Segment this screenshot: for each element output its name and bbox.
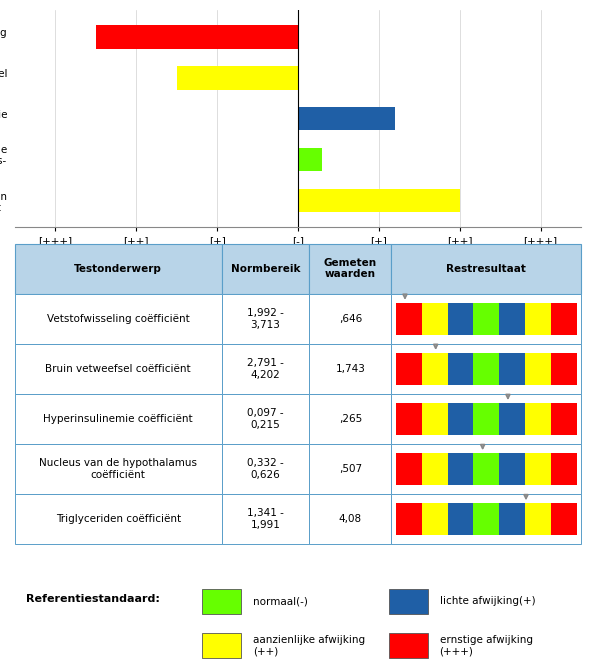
- Bar: [222, 494, 309, 544]
- Text: 4,08: 4,08: [339, 514, 362, 524]
- Bar: [499, 353, 525, 385]
- Text: Vetstofwisseling coëfficiënt: Vetstofwisseling coëfficiënt: [47, 314, 190, 324]
- Bar: [448, 453, 473, 485]
- Text: ernstige afwijking
(+++): ernstige afwijking (+++): [440, 635, 533, 656]
- Bar: [298, 189, 460, 213]
- Text: Bruin vetweefsel coëfficiënt: Bruin vetweefsel coëfficiënt: [45, 364, 191, 374]
- Bar: [448, 503, 473, 535]
- Text: ,265: ,265: [339, 414, 362, 424]
- Bar: [298, 107, 395, 130]
- Text: 1,992 -
3,713: 1,992 - 3,713: [247, 308, 284, 329]
- Text: Gemeten
waarden: Gemeten waarden: [324, 258, 377, 280]
- Bar: [15, 394, 222, 444]
- Bar: [298, 148, 322, 172]
- Text: Testonderwerp: Testonderwerp: [74, 264, 162, 274]
- Bar: [422, 353, 448, 385]
- Bar: [15, 344, 222, 394]
- Bar: [422, 503, 448, 535]
- Bar: [525, 303, 551, 335]
- Bar: [222, 394, 309, 444]
- Bar: [473, 353, 499, 385]
- Text: ,646: ,646: [339, 314, 362, 324]
- Bar: [525, 403, 551, 435]
- Bar: [222, 344, 309, 394]
- Bar: [396, 453, 422, 485]
- Bar: [392, 244, 581, 294]
- Bar: [396, 303, 422, 335]
- Bar: [551, 303, 576, 335]
- Bar: [309, 444, 392, 494]
- Bar: [473, 303, 499, 335]
- Bar: [396, 353, 422, 385]
- Bar: [499, 453, 525, 485]
- Text: normaal(-): normaal(-): [253, 597, 308, 607]
- Text: Normbereik: Normbereik: [231, 264, 300, 274]
- Bar: [448, 403, 473, 435]
- Text: 0,097 -
0,215: 0,097 - 0,215: [247, 408, 284, 430]
- Bar: [222, 244, 309, 294]
- Bar: [422, 403, 448, 435]
- Bar: [396, 503, 422, 535]
- Text: Triglyceriden coëfficiënt: Triglyceriden coëfficiënt: [55, 514, 181, 524]
- Bar: [448, 303, 473, 335]
- Text: Referentiestandaard:: Referentiestandaard:: [26, 594, 160, 604]
- Text: 1,743: 1,743: [336, 364, 365, 374]
- Bar: [422, 453, 448, 485]
- Text: lichte afwijking(+): lichte afwijking(+): [440, 597, 535, 607]
- Bar: [525, 453, 551, 485]
- Text: Nucleus van de hypothalamus
coëfficiënt: Nucleus van de hypothalamus coëfficiënt: [39, 458, 197, 480]
- Bar: [15, 444, 222, 494]
- Bar: [392, 394, 581, 444]
- Bar: [422, 303, 448, 335]
- Bar: [389, 588, 428, 614]
- Bar: [525, 503, 551, 535]
- Text: aanzienlijke afwijking
(++): aanzienlijke afwijking (++): [253, 635, 365, 656]
- Text: 0,332 -
0,626: 0,332 - 0,626: [247, 458, 284, 480]
- Bar: [202, 633, 241, 658]
- Text: ,507: ,507: [339, 464, 362, 474]
- Bar: [222, 444, 309, 494]
- Bar: [389, 633, 428, 658]
- Bar: [392, 444, 581, 494]
- Bar: [551, 353, 576, 385]
- Bar: [309, 394, 392, 444]
- Bar: [499, 403, 525, 435]
- Bar: [392, 494, 581, 544]
- Bar: [448, 353, 473, 385]
- Bar: [202, 588, 241, 614]
- Bar: [309, 294, 392, 344]
- Bar: [309, 244, 392, 294]
- Bar: [396, 403, 422, 435]
- Bar: [473, 403, 499, 435]
- Bar: [473, 453, 499, 485]
- Bar: [551, 503, 576, 535]
- Bar: [309, 344, 392, 394]
- Bar: [525, 353, 551, 385]
- Bar: [499, 503, 525, 535]
- Bar: [96, 25, 298, 48]
- Bar: [392, 294, 581, 344]
- Bar: [551, 403, 576, 435]
- Bar: [176, 66, 298, 89]
- Bar: [473, 503, 499, 535]
- Bar: [15, 244, 222, 294]
- Text: Restresultaat: Restresultaat: [446, 264, 526, 274]
- Text: 1,341 -
1,991: 1,341 - 1,991: [247, 509, 284, 530]
- Text: 2,791 -
4,202: 2,791 - 4,202: [247, 358, 284, 380]
- Bar: [499, 303, 525, 335]
- Bar: [222, 294, 309, 344]
- Bar: [15, 294, 222, 344]
- Text: Hyperinsulinemie coëfficiënt: Hyperinsulinemie coëfficiënt: [44, 414, 193, 424]
- Bar: [551, 453, 576, 485]
- Bar: [309, 494, 392, 544]
- Bar: [392, 344, 581, 394]
- Bar: [15, 494, 222, 544]
